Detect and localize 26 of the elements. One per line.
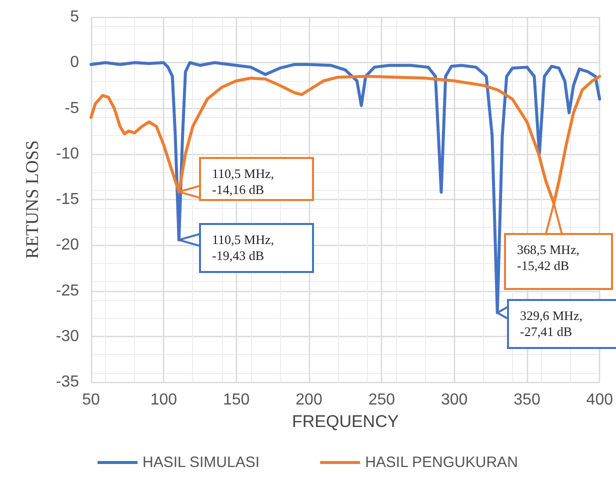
y-axis-title: RETUNS LOSS [22, 140, 42, 259]
legend-label: HASIL SIMULASI [142, 454, 260, 471]
y-tick-label: -35 [56, 374, 80, 390]
annotation: 110,5 MHz, -19,43 dB [212, 232, 274, 263]
legend-label: HASIL PENGUKURAN [365, 454, 518, 471]
y-tick-label: 0 [70, 54, 80, 72]
y-tick-label: 5 [70, 8, 80, 26]
x-tick-label: 200 [296, 392, 322, 408]
x-tick-label: 350 [514, 392, 540, 408]
x-axis-title: FREQUENCY [292, 412, 399, 431]
y-tick-label: -10 [56, 145, 80, 162]
y-tick-label: -20 [56, 236, 80, 254]
y-tick-label: -30 [56, 328, 80, 345]
x-tick-label: 400 [586, 392, 614, 408]
x-tick-label: 50 [82, 392, 100, 408]
x-tick-label: 150 [222, 392, 250, 408]
y-tick-label: -5 [64, 100, 80, 117]
annotation: 368,5 MHz, -15,42 dB [517, 242, 580, 273]
x-tick-label: 100 [150, 392, 178, 408]
x-tick-label: 300 [440, 392, 468, 408]
y-tick-label: -25 [56, 282, 80, 300]
annotation: 329,6 MHz, -27,41 dB [520, 308, 582, 339]
x-tick-label: 250 [368, 392, 396, 408]
line-series [90, 74, 602, 205]
y-tick-label: -15 [56, 191, 80, 208]
annotation: 110,5 MHz, -14,16 dB [212, 166, 274, 197]
